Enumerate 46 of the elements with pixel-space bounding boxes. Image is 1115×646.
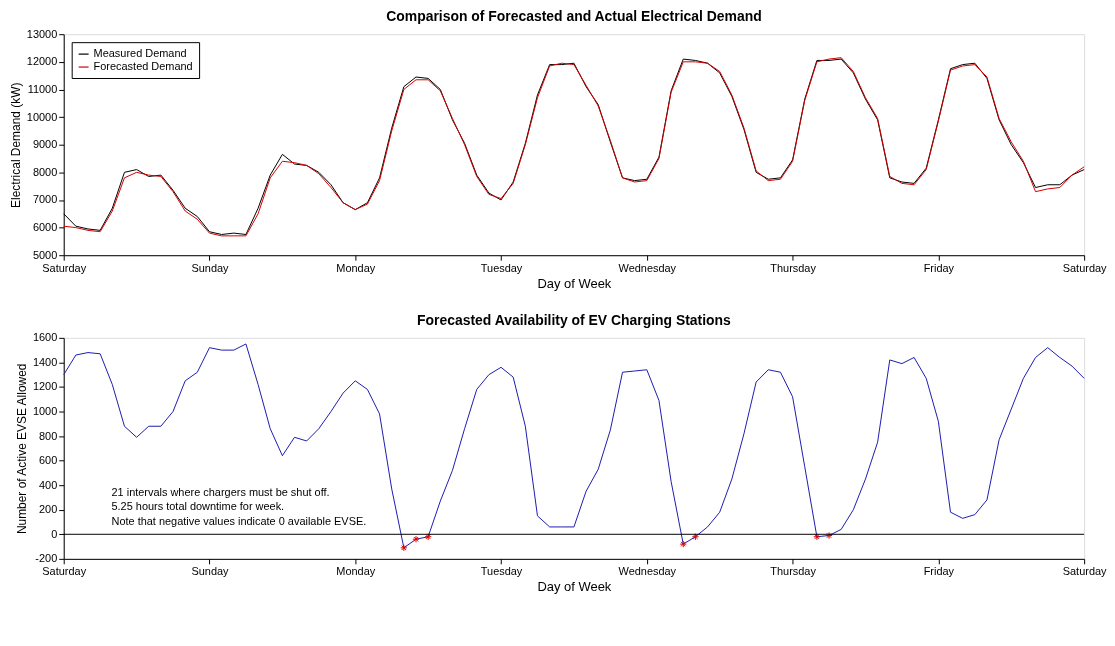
x-tick-label: Monday [336,261,376,274]
y-tick-label: 600 [38,454,58,467]
annotation: 21 intervals where chargers must be shut off. [111,485,330,498]
x-tick-label: Tuesday [480,565,523,578]
y-tick-label: 1200 [32,380,58,393]
y-tick-label: 1000 [32,404,58,417]
x-tick-label: Thursday [770,261,817,274]
x-tick-label: Sunday [191,565,230,578]
annotation: Note that negative values indicate 0 available EVSE. [111,515,367,528]
y-tick-label: 11000 [27,82,58,95]
y-tick-label: 1400 [32,355,58,368]
y-tick-label: 9000 [32,138,58,151]
x-tick-label: Saturday [1062,565,1108,578]
x-tick-label: Friday [923,565,955,578]
legend-label: Measured Demand [93,47,187,60]
x-tick-label: Saturday [42,261,87,274]
x-tick-label: Monday [336,565,376,578]
y-tick-label: 0 [51,527,58,540]
y-tick-label: 6000 [32,221,58,234]
chart-title: Forecasted Availability of EV Charging Stations [417,311,732,328]
y-tick-label: 7000 [32,193,58,206]
x-tick-label: Friday [923,261,955,274]
chart-title: Comparison of Forecasted and Actual Electrical Demand [386,8,762,25]
x-axis-title: Day of Week [537,275,612,291]
x-tick-label: Thursday [770,565,817,578]
annotation: 5.25 hours total downtime for week. [111,500,285,513]
x-axis-title: Day of Week [537,579,612,595]
x-tick-label: Wednesday [618,261,677,274]
y-tick-label: 200 [38,503,58,516]
y-axis-title: Electrical Demand (kW) [8,82,23,208]
y-tick-label: 8000 [32,165,58,178]
x-tick-label: Sunday [191,261,230,274]
x-tick-label: Saturday [42,565,87,578]
y-tick-label: 800 [38,429,58,442]
y-tick-label: 12000 [26,55,58,68]
x-tick-label: Saturday [1062,261,1108,274]
y-tick-label: 10000 [26,110,58,123]
y-tick-label: 5000 [32,248,58,261]
x-tick-label: Wednesday [618,565,677,578]
x-tick-label: Tuesday [480,261,523,274]
y-tick-label: 13000 [26,27,58,40]
y-tick-label: 400 [38,478,58,491]
y-tick-label: 1600 [32,331,58,344]
y-tick-label: -200 [35,552,58,565]
y-axis-title: Number of Active EVSE Allowed [14,363,29,535]
legend-label: Forecasted Demand [93,60,193,73]
